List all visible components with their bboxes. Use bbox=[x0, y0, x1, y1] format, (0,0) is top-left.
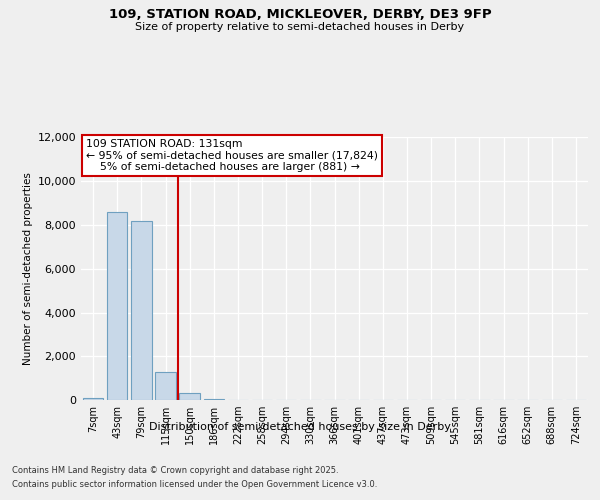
Text: 109, STATION ROAD, MICKLEOVER, DERBY, DE3 9FP: 109, STATION ROAD, MICKLEOVER, DERBY, DE… bbox=[109, 8, 491, 20]
Y-axis label: Number of semi-detached properties: Number of semi-detached properties bbox=[23, 172, 34, 365]
Bar bbox=[203, 399, 224, 400]
Bar bbox=[131, 220, 152, 400]
Text: Distribution of semi-detached houses by size in Derby: Distribution of semi-detached houses by … bbox=[149, 422, 451, 432]
Bar bbox=[83, 398, 103, 400]
Text: Size of property relative to semi-detached houses in Derby: Size of property relative to semi-detach… bbox=[136, 22, 464, 32]
Bar bbox=[107, 212, 127, 400]
Text: Contains HM Land Registry data © Crown copyright and database right 2025.: Contains HM Land Registry data © Crown c… bbox=[12, 466, 338, 475]
Bar bbox=[179, 394, 200, 400]
Bar bbox=[155, 372, 176, 400]
Text: Contains public sector information licensed under the Open Government Licence v3: Contains public sector information licen… bbox=[12, 480, 377, 489]
Text: 109 STATION ROAD: 131sqm
← 95% of semi-detached houses are smaller (17,824)
    : 109 STATION ROAD: 131sqm ← 95% of semi-d… bbox=[86, 139, 378, 172]
